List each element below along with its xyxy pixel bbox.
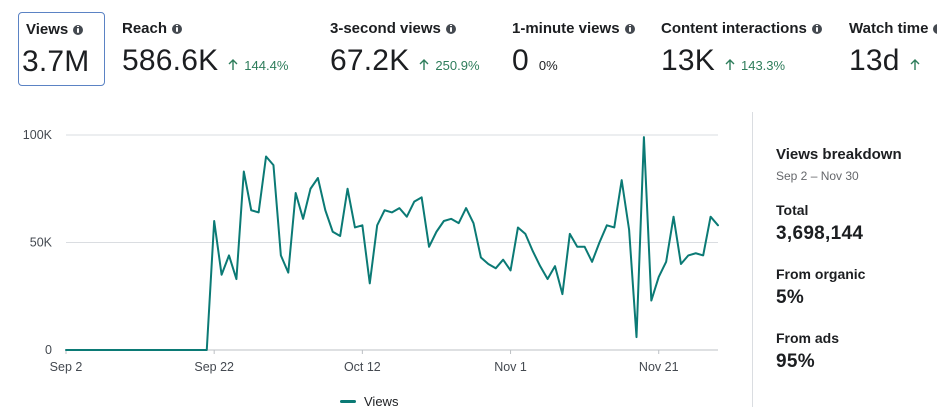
- metric-label: Watch time: [849, 20, 929, 37]
- change-percent: 250.9%: [435, 58, 480, 73]
- info-icon[interactable]: [811, 23, 822, 34]
- change-percent: 0%: [538, 58, 558, 73]
- x-tick-label: Sep 2: [50, 360, 83, 374]
- y-tick-label: 50K: [30, 236, 53, 250]
- metrics-bar: Views 3.7M Reach 586.6K 144.4% 3-second …: [0, 0, 937, 90]
- arrow-up-icon: [419, 59, 429, 70]
- breakdown-title: Views breakdown: [776, 146, 902, 163]
- metric-label: Views: [26, 21, 69, 38]
- breakdown-ads: From ads 95%: [776, 330, 839, 373]
- metric-label: 1-minute views: [512, 20, 620, 37]
- total-label: Total: [776, 202, 809, 218]
- change-percent: 144.4%: [244, 58, 289, 73]
- x-tick-label: Nov 21: [639, 360, 679, 374]
- line-chart: 0 50K 100K Sep 2 Sep 22 Oct 12 Nov 1 Nov 21: [23, 128, 719, 374]
- metric-change: 144.4%: [228, 58, 288, 73]
- metric-tab-views[interactable]: Views 3.7M: [18, 12, 105, 86]
- breakdown-date-range: Sep 2 – Nov 30: [776, 169, 859, 183]
- metric-value: 586.6K: [122, 44, 219, 77]
- y-tick-label: 100K: [23, 128, 53, 142]
- chart-legend[interactable]: Views: [340, 394, 398, 409]
- metric-tab-watch-time[interactable]: Watch time 13d: [849, 12, 937, 86]
- metric-change: [910, 58, 926, 70]
- metric-value: 13K: [661, 44, 715, 77]
- metric-value: 0: [512, 44, 529, 77]
- metric-tab-3-second-views[interactable]: 3-second views 67.2K 250.9%: [330, 12, 510, 86]
- metric-change: 250.9%: [419, 58, 480, 73]
- x-tick-label: Nov 1: [494, 360, 527, 374]
- info-icon[interactable]: [933, 23, 937, 34]
- views-chart: 0 50K 100K Sep 2 Sep 22 Oct 12 Nov 1 Nov 21 Vie…: [0, 110, 740, 409]
- metric-tab-reach[interactable]: Reach 586.6K 144.4%: [122, 12, 322, 86]
- info-icon[interactable]: [445, 23, 456, 34]
- organic-value: 5%: [776, 287, 805, 308]
- legend-label: Views: [364, 394, 399, 409]
- metric-tab-content-interactions[interactable]: Content interactions 13K 143.3%: [661, 12, 841, 86]
- ads-value: 95%: [776, 351, 815, 372]
- views-breakdown-panel: Views breakdown Sep 2 – Nov 30 Total 3,6…: [776, 146, 936, 372]
- metric-change: 143.3%: [725, 58, 785, 73]
- organic-label: From organic: [776, 266, 866, 282]
- metric-label: Content interactions: [661, 20, 807, 37]
- metric-label: Reach: [122, 20, 168, 37]
- y-tick-label: 0: [45, 343, 52, 357]
- series-line-views: [65, 136, 719, 351]
- arrow-up-icon: [910, 59, 920, 70]
- breakdown-total: Total 3,698,144: [776, 202, 863, 245]
- arrow-up-icon: [725, 59, 735, 70]
- metric-tab-1-minute-views[interactable]: 1-minute views 0 0%: [512, 12, 652, 86]
- metric-value: 13d: [849, 44, 900, 77]
- total-value: 3,698,144: [776, 223, 864, 244]
- metric-label: 3-second views: [330, 20, 441, 37]
- info-icon[interactable]: [172, 23, 183, 34]
- breakdown-organic: From organic 5%: [776, 266, 865, 309]
- metric-value: 67.2K: [330, 44, 410, 77]
- legend-swatch: [340, 400, 356, 403]
- x-tick-label: Oct 12: [344, 360, 381, 374]
- info-icon[interactable]: [73, 24, 84, 35]
- x-tick-label: Sep 22: [194, 360, 234, 374]
- change-percent: 143.3%: [740, 58, 786, 73]
- metric-value: 3.7M: [22, 45, 90, 78]
- info-icon[interactable]: [624, 23, 635, 34]
- arrow-up-icon: [228, 59, 238, 70]
- panel-divider: [752, 112, 753, 407]
- ads-label: From ads: [776, 330, 840, 346]
